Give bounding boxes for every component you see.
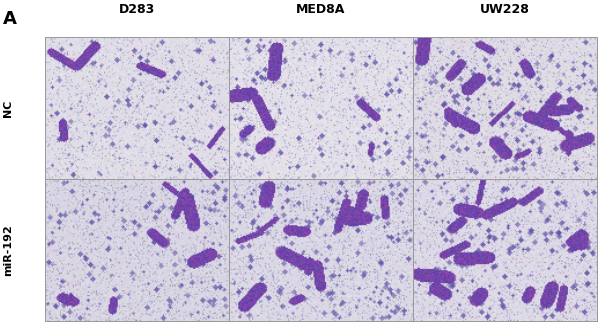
Text: NC: NC bbox=[3, 99, 13, 117]
Text: miR-192: miR-192 bbox=[3, 224, 13, 276]
Text: UW228: UW228 bbox=[480, 3, 530, 16]
Text: A: A bbox=[3, 10, 17, 28]
Text: MED8A: MED8A bbox=[296, 3, 346, 16]
Text: D283: D283 bbox=[119, 3, 155, 16]
